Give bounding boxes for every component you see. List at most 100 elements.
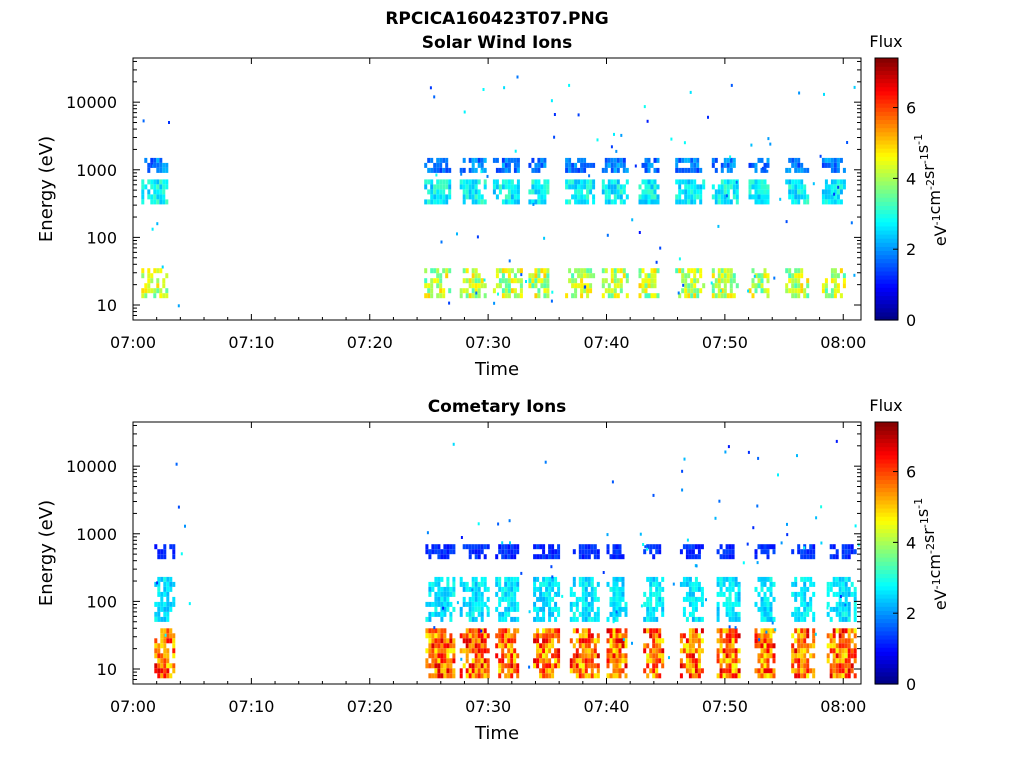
colorbar-segment <box>875 242 898 247</box>
heatmap-cell <box>800 668 804 674</box>
heatmap-cell <box>557 663 561 669</box>
heatmap-cell <box>769 638 773 644</box>
heatmap-cell <box>731 576 735 582</box>
heatmap-cell <box>829 663 833 669</box>
heatmap-cell <box>537 194 541 200</box>
heatmap-cell <box>498 611 502 617</box>
heatmap-cell <box>722 668 726 674</box>
heatmap-cell <box>791 179 795 185</box>
heatmap-cell <box>543 268 547 274</box>
heatmap-cell <box>156 167 160 173</box>
heatmap-cell <box>474 638 478 644</box>
heatmap-cell <box>477 643 481 649</box>
heatmap-cell <box>681 199 685 205</box>
heatmap-cell <box>717 283 721 289</box>
heatmap-cell <box>504 596 508 602</box>
heatmap-cell <box>700 638 704 644</box>
heatmap-cell <box>717 293 721 299</box>
heatmap-cell <box>791 288 795 294</box>
heatmap-cell <box>504 591 508 597</box>
heatmap-cell <box>757 576 761 582</box>
heatmap-cell <box>474 653 478 659</box>
heatmap-cell <box>754 633 758 639</box>
heatmap-cell <box>616 278 620 284</box>
heatmap-cell <box>543 157 547 163</box>
heatmap-cell <box>757 544 761 550</box>
heatmap-cell <box>716 616 720 622</box>
heatmap-point <box>486 174 489 178</box>
heatmap-cell <box>507 554 511 560</box>
heatmap-cell <box>471 576 475 582</box>
heatmap-cell <box>546 268 550 274</box>
heatmap-cell <box>688 601 692 607</box>
heatmap-cell <box>596 611 600 617</box>
heatmap-cell <box>772 549 776 555</box>
heatmap-point <box>718 499 721 503</box>
heatmap-cell <box>542 643 546 649</box>
heatmap-cell <box>655 576 659 582</box>
heatmap-cell <box>821 199 825 205</box>
heatmap-cell <box>587 549 591 555</box>
heatmap-cell <box>166 668 170 674</box>
heatmap-cell <box>578 576 582 582</box>
colorbar-segment <box>875 143 898 149</box>
x-tick-label: 08:00 <box>820 697 866 716</box>
heatmap-cell <box>498 616 502 622</box>
heatmap-cell <box>641 268 645 274</box>
heatmap-cell <box>498 668 502 674</box>
heatmap-cell <box>649 658 653 664</box>
heatmap-cell <box>800 643 804 649</box>
heatmap-cell <box>474 184 478 190</box>
heatmap-cell <box>800 576 804 582</box>
heatmap-cell <box>638 199 642 205</box>
heatmap-cell <box>510 596 514 602</box>
heatmap-cell <box>157 606 161 612</box>
heatmap-cell <box>833 167 837 173</box>
heatmap-cell <box>638 268 642 274</box>
heatmap-cell <box>797 278 801 284</box>
heatmap-cell <box>847 601 851 607</box>
heatmap-cell <box>504 576 508 582</box>
heatmap-cell <box>838 638 842 644</box>
heatmap-cell <box>714 189 718 195</box>
heatmap-cell <box>624 628 628 634</box>
heatmap-cell <box>838 616 842 622</box>
heatmap-point <box>477 522 480 526</box>
heatmap-cell <box>754 179 758 185</box>
heatmap-cell <box>803 601 807 607</box>
heatmap-cell <box>760 663 764 669</box>
heatmap-cell <box>459 581 463 587</box>
heatmap-cell <box>647 273 651 279</box>
heatmap-point <box>681 488 684 492</box>
x-tick-label: 07:30 <box>465 697 511 716</box>
heatmap-cell <box>655 586 659 592</box>
heatmap-cell <box>439 288 443 294</box>
panel-solar-wind: Solar Wind Ions 07:00 07:10 07:20 07:30 07:4… <box>36 32 950 380</box>
heatmap-cell <box>720 199 724 205</box>
heatmap-cell <box>439 278 443 284</box>
heatmap-cell <box>649 586 653 592</box>
heatmap-cell <box>495 194 499 200</box>
heatmap-cell <box>803 628 807 634</box>
heatmap-cell <box>661 576 665 582</box>
heatmap-cell <box>685 638 689 644</box>
heatmap-cell <box>806 194 810 200</box>
heatmap-cell <box>613 283 617 289</box>
heatmap-cell <box>578 633 582 639</box>
heatmap-cell <box>433 194 437 200</box>
heatmap-cell <box>803 648 807 654</box>
heatmap-cell <box>732 162 736 168</box>
heatmap-cell <box>800 189 804 195</box>
colorbar-segment <box>875 127 898 133</box>
heatmap-cell <box>539 554 543 560</box>
heatmap-cell <box>169 663 173 669</box>
heatmap-cell <box>826 653 830 659</box>
heatmap-cell <box>477 653 481 659</box>
heatmap-cell <box>734 648 738 654</box>
heatmap-cell <box>806 576 810 582</box>
heatmap-cell <box>853 586 857 592</box>
heatmap-cell <box>794 628 798 634</box>
heatmap-cell <box>440 673 444 679</box>
heatmap-cell <box>693 268 697 274</box>
heatmap-cell <box>480 549 484 555</box>
